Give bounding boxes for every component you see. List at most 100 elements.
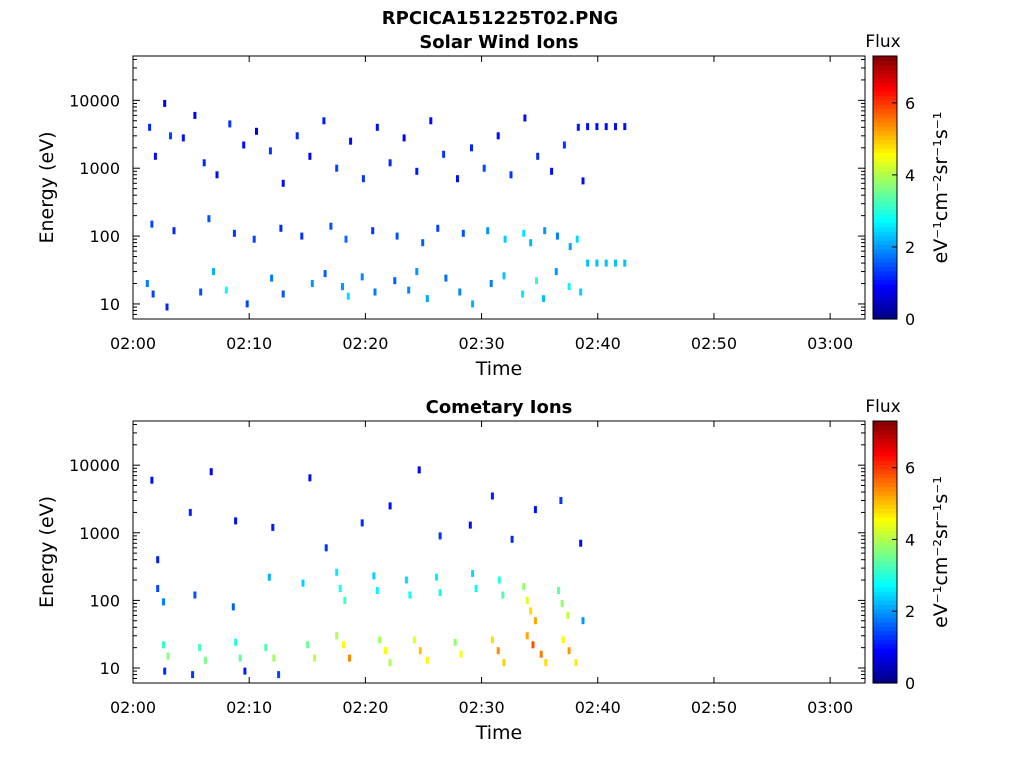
colorbar-step [873,621,897,627]
colorbar-title: Flux [865,397,900,417]
data-cell [163,667,167,675]
data-cell [579,288,583,296]
colorbar-tick-label: 4 [905,530,915,549]
data-cell [568,243,572,251]
data-cell [496,647,500,655]
colorbar-step [873,266,897,272]
colorbar-step [873,503,897,509]
y-tick-label: 10 [100,659,120,678]
panel-title: Cometary Ions [426,397,573,418]
x-tick-label: 02:40 [575,334,621,353]
colorbar-step [873,77,897,83]
solar-wind-panel: Solar Wind Ions 02:00 02:10 02:20 02:30 02:40… [36,32,952,380]
data-cell [150,220,154,228]
data-cell [172,227,176,235]
data-cell [471,570,475,577]
colorbar-step [873,434,897,440]
data-cell [323,270,327,278]
data-cell [567,647,571,655]
data-cell [470,144,473,152]
data-cell [308,474,312,482]
data-cell [554,268,558,276]
data-cell [346,292,350,300]
data-cell [438,589,442,597]
colorbar-step [873,573,897,579]
data-cell [162,598,165,606]
data-cell [335,568,339,576]
x-axis-label: Time [475,722,523,744]
data-cell [522,229,526,237]
data-cell [623,123,627,131]
data-cell [586,259,590,267]
data-cell [199,288,203,296]
data-cell [408,591,412,599]
colorbar-step [873,231,897,237]
data-cell [536,152,540,160]
plot-area [132,420,866,684]
data-cell [277,671,281,679]
colorbar-step [873,643,897,649]
data-cell [245,300,249,308]
colorbar-step [873,669,897,675]
colorbar-step [873,218,897,224]
data-cell [169,132,172,140]
data-cell [212,268,215,276]
colorbar-step [873,112,897,118]
data-cell [313,654,317,662]
data-cell [234,517,238,525]
data-cell [322,117,326,125]
figure-title: RPCICA151225T02.PNG [382,8,618,29]
data-cell [418,647,422,655]
data-cell [224,286,228,294]
colorbar-step [873,648,897,654]
colorbar-step [873,604,897,610]
data-cell [529,607,533,615]
data-cell [407,286,411,294]
data-cell [614,123,617,131]
colorbar-step [873,222,897,228]
colorbar-step [873,310,897,316]
data-cell [234,638,238,646]
data-cell [148,123,152,131]
data-cell [335,632,339,640]
data-cell [162,641,165,649]
colorbar-step [873,678,897,684]
data-cell [502,659,506,667]
colorbar-step [873,209,897,215]
data-cell [576,123,580,131]
data-cell [270,274,274,282]
data-cell [360,519,364,527]
colorbar-label: eV⁻¹cm⁻²sr⁻¹s⁻¹ [930,476,952,628]
data-cell [388,502,392,510]
x-tick-label: 02:30 [459,334,505,353]
data-cell [306,641,310,649]
data-cell [272,654,276,662]
data-cell [348,654,351,662]
data-cell [151,290,155,298]
colorbar-step [873,200,897,206]
data-cell [623,259,627,267]
colorbar-step [873,86,897,92]
colorbar-step [873,447,897,453]
colorbar-step [873,525,897,531]
y-tick-label: 100 [89,227,120,246]
colorbar-step [873,191,897,197]
data-cell [209,468,213,476]
colorbar-step [873,126,897,132]
data-cell [301,579,305,587]
colorbar-step [873,508,897,514]
colorbar-step [873,235,897,241]
data-cell [509,171,513,179]
y-axis-label: Energy (eV) [36,131,58,243]
colorbar-step [873,595,897,601]
data-cell [566,611,570,619]
colorbar-step [873,617,897,623]
colorbar-step [873,630,897,636]
data-cell [393,277,397,285]
data-cell [188,508,192,516]
colorbar-step [873,161,897,167]
data-cell [413,636,416,644]
colorbar-step [873,608,897,614]
data-cell [156,585,160,592]
